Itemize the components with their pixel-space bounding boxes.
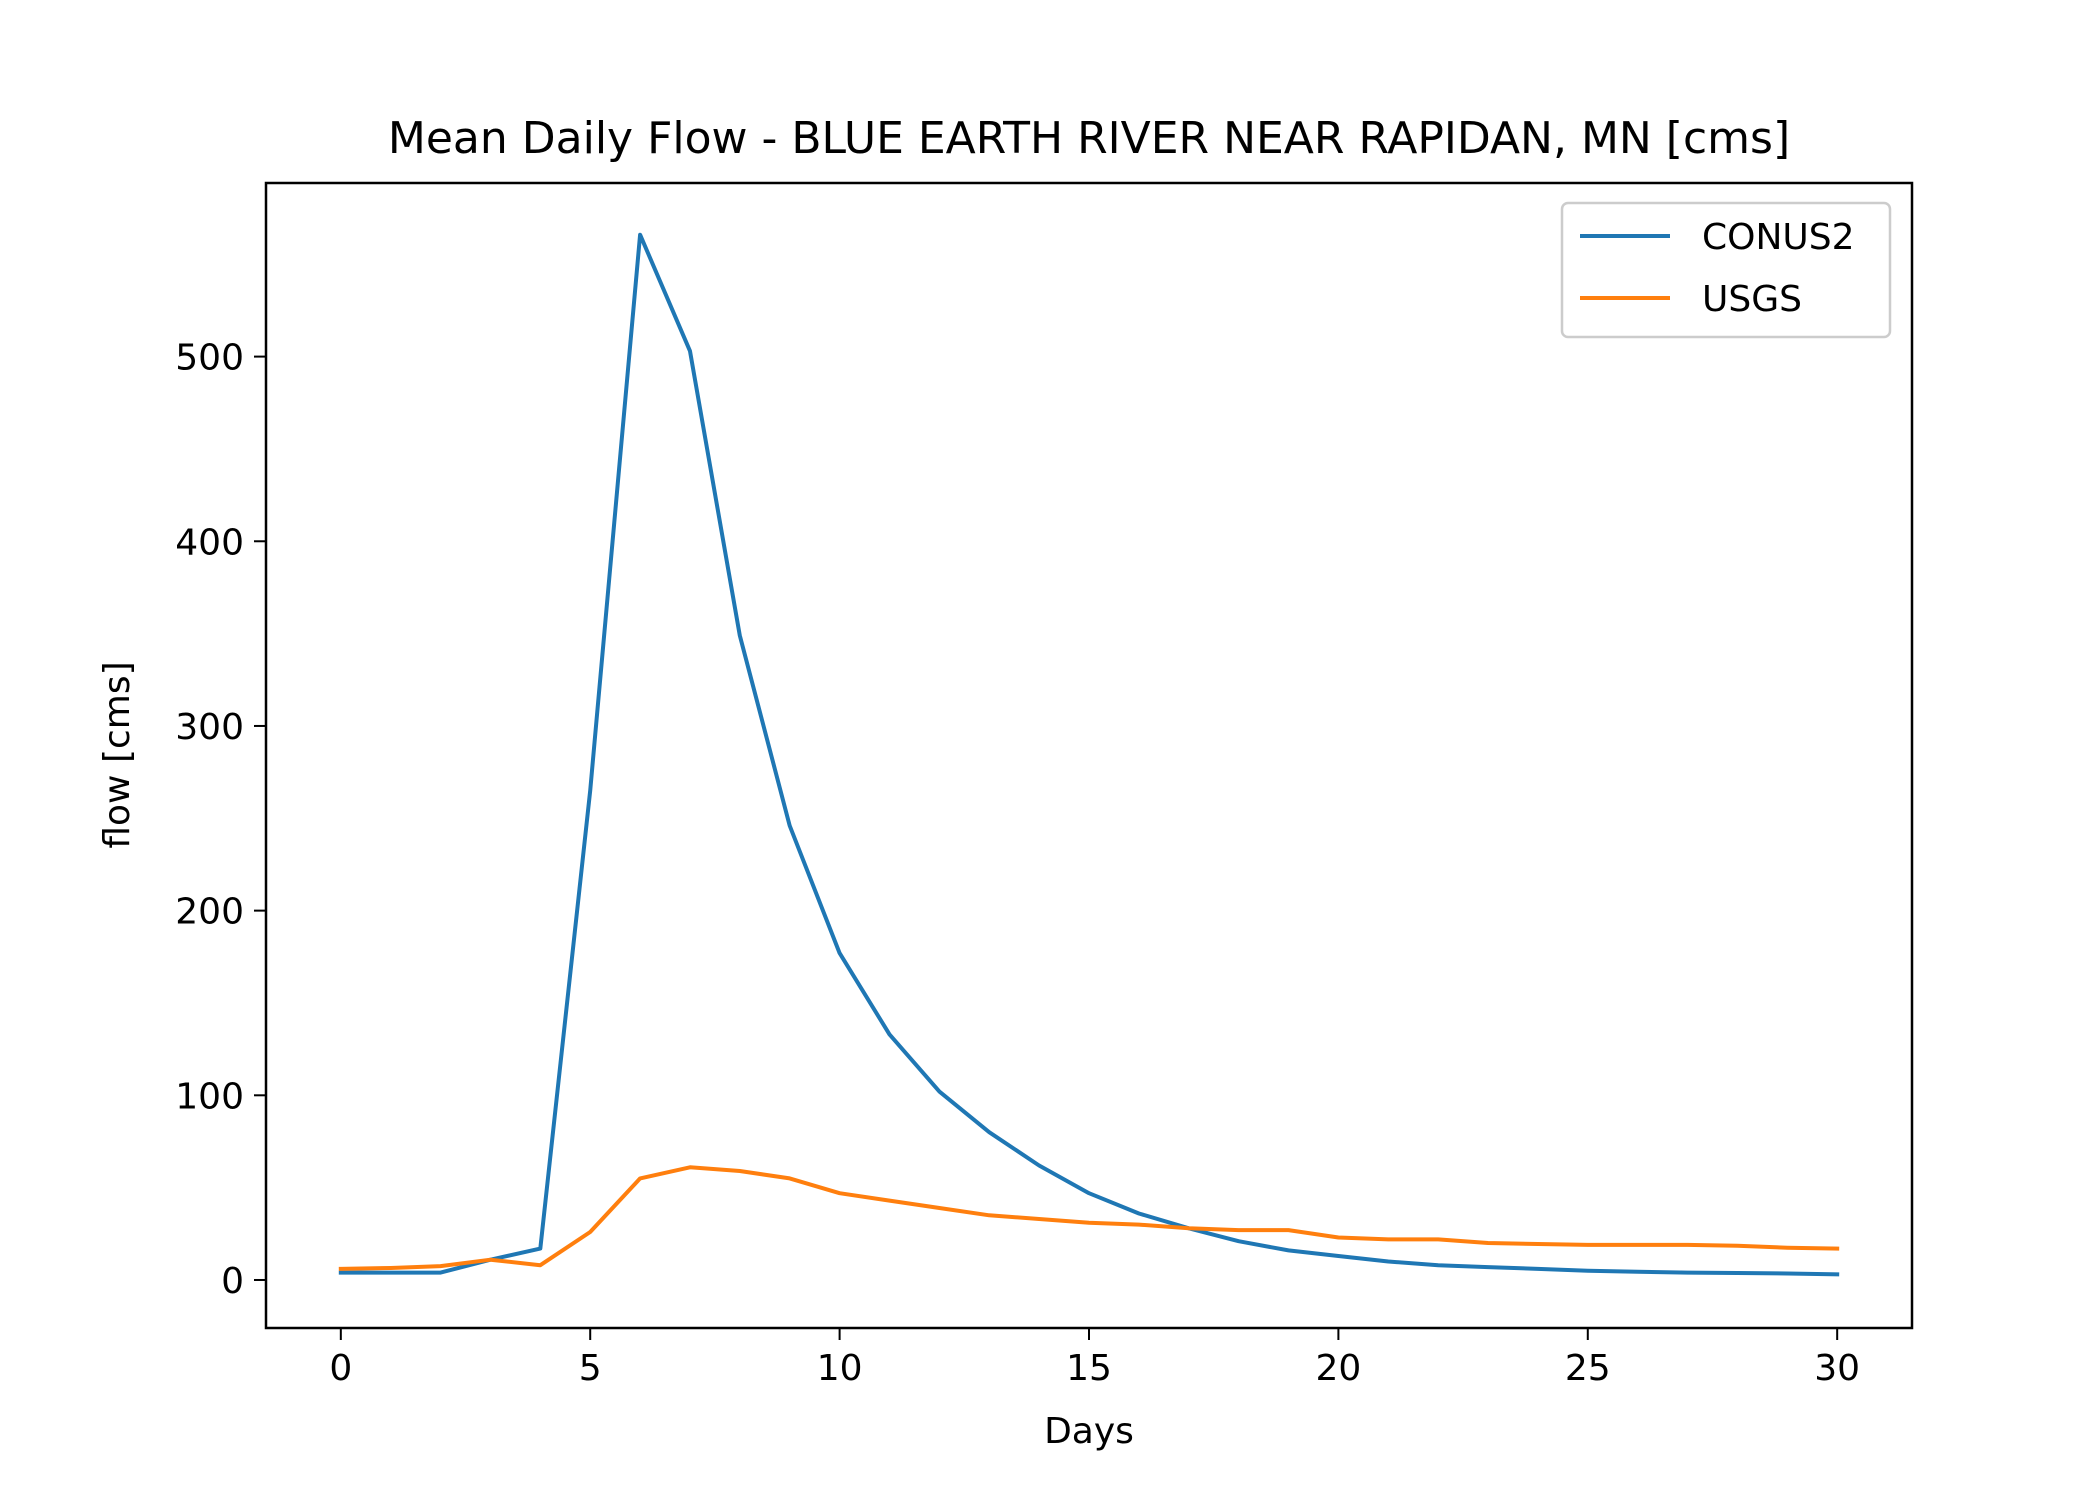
x-tick-label: 25 <box>1565 1348 1611 1389</box>
chart-title: Mean Daily Flow - BLUE EARTH RIVER NEAR … <box>388 113 1790 164</box>
y-tick-label: 200 <box>175 892 244 933</box>
x-tick-label: 30 <box>1814 1348 1860 1389</box>
x-tick-label: 10 <box>817 1348 863 1389</box>
series-line-conus2 <box>338 232 1840 1277</box>
plot-frame <box>264 181 1914 1330</box>
x-axis-label: Days <box>1044 1411 1134 1452</box>
y-tick-label: 500 <box>175 338 244 379</box>
x-tick-label: 15 <box>1066 1348 1112 1389</box>
x-tick-label: 20 <box>1315 1348 1361 1389</box>
y-axis: 0 100 200 300 400 500 <box>175 338 266 1302</box>
y-tick-label: 300 <box>175 707 244 748</box>
x-axis: 0 5 10 15 20 25 30 <box>329 1328 1860 1389</box>
x-tick-label: 5 <box>579 1348 602 1389</box>
y-tick-label: 100 <box>175 1076 244 1117</box>
y-axis-label: flow [cms] <box>97 661 138 848</box>
series-line-usgs <box>338 1165 1840 1271</box>
y-tick-label: 400 <box>175 522 244 563</box>
legend: CONUS2 USGS <box>1560 201 1892 339</box>
series-layer <box>338 232 1840 1277</box>
y-tick-label: 0 <box>221 1261 244 1302</box>
legend-label-usgs: USGS <box>1702 279 1802 320</box>
x-tick-label: 0 <box>329 1348 352 1389</box>
legend-label-conus2: CONUS2 <box>1702 217 1855 258</box>
